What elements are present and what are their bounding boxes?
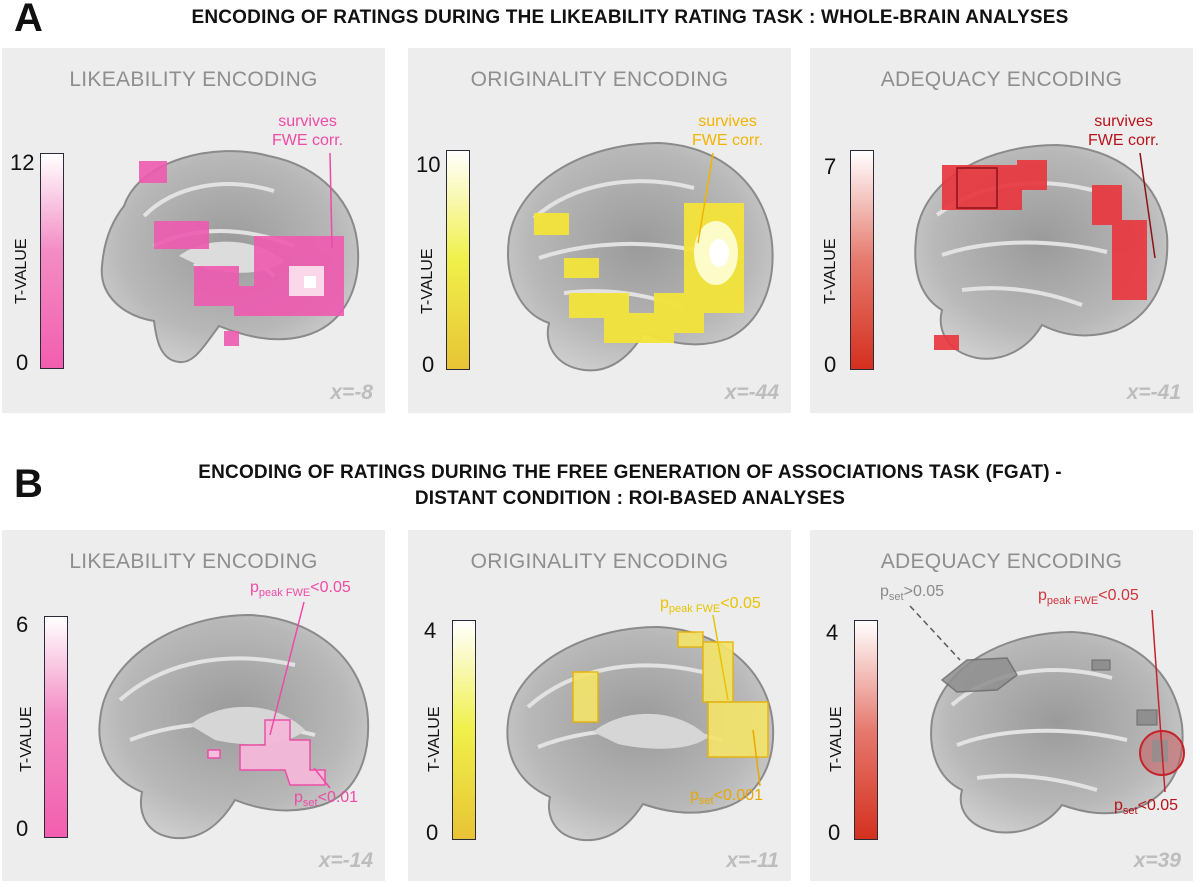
annotation-set: pset<0.001 <box>690 786 763 811</box>
annotation-peak: ppeak FWE<0.05 <box>660 594 761 619</box>
annotation-sub: peak FWE <box>258 587 311 600</box>
panel-b-likeability: LIKEABILITY ENCODING 6 0 T-VALUE ppeak F… <box>2 530 385 881</box>
colorbar-min: 0 <box>426 820 439 845</box>
colorbar-pink <box>40 153 64 369</box>
annotation-sub: set <box>888 591 904 604</box>
annotation-p: p <box>250 579 259 596</box>
annotation-p: p <box>690 787 699 804</box>
colorbar-max: 12 <box>10 150 35 175</box>
panel-title: LIKEABILITY ENCODING <box>69 550 318 573</box>
colorbar-min: 0 <box>824 352 837 377</box>
annotation-p: p <box>880 583 889 600</box>
colorbar-pink <box>44 616 68 838</box>
colorbar-min: 0 <box>828 820 841 845</box>
annotation-sub: set <box>302 797 318 810</box>
panel-b-adequacy: ADEQUACY ENCODING 4 0 T-VALUE pset>0.05 … <box>810 530 1193 881</box>
colorbar-max: 10 <box>416 152 441 177</box>
annotation-survives: survives FWE corr. <box>692 112 763 150</box>
colorbar-min: 0 <box>16 816 29 841</box>
annotation-p: p <box>660 595 669 612</box>
colorbar-min: 0 <box>422 352 435 377</box>
slice-coordinate: x=-11 <box>726 849 779 872</box>
brain-sagittal-image <box>98 613 370 840</box>
annotation-p: p <box>1038 587 1047 604</box>
slice-coordinate: x=-14 <box>318 849 373 872</box>
brain-sagittal-image <box>506 625 775 842</box>
panel-a-originality: ORIGINALITY ENCODING 10 0 T-VALUE surviv… <box>408 48 791 413</box>
slice-coordinate: x=-44 <box>724 381 779 404</box>
annotation-value: <0.05 <box>1098 587 1139 604</box>
annotation-value: >0.05 <box>903 583 945 600</box>
slice-coordinate: x=-41 <box>1126 381 1181 404</box>
annotation-value: <0.001 <box>713 787 763 804</box>
annotation-leader-lines <box>909 605 1166 793</box>
panel-title: ADEQUACY ENCODING <box>880 550 1123 573</box>
colorbar-max: 7 <box>824 154 837 179</box>
annotation-survives: survives FWE corr. <box>272 112 343 150</box>
brain-sagittal-image <box>100 150 360 364</box>
annotation-gray-set: pset>0.05 <box>880 582 944 607</box>
annotation-p: p <box>294 789 303 806</box>
section-a-title: ENCODING OF RATINGS DURING THE LIKEABILI… <box>191 7 1069 28</box>
section-b-title-line1: ENCODING OF RATINGS DURING THE FREE GENE… <box>198 462 1062 483</box>
section-a-letter: A <box>14 0 43 40</box>
colorbar-red <box>850 150 874 370</box>
panel-b-originality: ORIGINALITY ENCODING 4 0 T-VALUE ppeak F… <box>408 530 791 881</box>
panel-title: LIKEABILITY ENCODING <box>69 68 318 91</box>
annotation-peak: ppeak FWE<0.05 <box>250 578 351 603</box>
annotation-leader-line <box>1139 152 1156 259</box>
annotation-line2: FWE corr. <box>692 132 764 149</box>
annotation-survives: survives FWE corr. <box>1088 112 1159 150</box>
slice-coordinate: x=-8 <box>330 381 373 404</box>
colorbar-min: 0 <box>16 350 29 375</box>
annotation-line1: survives <box>698 113 757 130</box>
section-b-title: ENCODING OF RATINGS DURING THE FREE GENE… <box>70 460 1190 512</box>
annotation-leader-lines <box>269 601 331 789</box>
annotation-sub: peak FWE <box>1046 595 1099 608</box>
annotation-leader-line <box>329 152 333 249</box>
annotation-sub: set <box>698 795 714 808</box>
colorbar-yellow <box>452 620 476 840</box>
annotation-line1: survives <box>1094 113 1153 130</box>
annotation-leader-lines <box>712 614 761 787</box>
annotation-value: <0.05 <box>1137 797 1179 814</box>
annotation-value: <0.01 <box>317 789 359 806</box>
panel-title: ADEQUACY ENCODING <box>880 68 1123 91</box>
brain-sagittal-image <box>930 630 1185 834</box>
colorbar-max: 6 <box>16 612 29 637</box>
colorbar-yellow <box>446 150 470 370</box>
colorbar-max: 4 <box>424 618 437 643</box>
section-b-letter: B <box>14 462 43 506</box>
annotation-set: pset<0.01 <box>294 788 358 813</box>
annotation-peak: ppeak FWE<0.05 <box>1038 586 1139 611</box>
colorbar-red <box>854 620 878 840</box>
panel-a-adequacy: ADEQUACY ENCODING 7 0 T-VALUE survives F… <box>810 48 1193 413</box>
brain-sagittal-image <box>914 143 1169 360</box>
annotation-set: pset<0.05 <box>1114 796 1178 821</box>
section-b-title-line2: DISTANT CONDITION : ROI-BASED ANALYSES <box>414 488 846 509</box>
annotation-line1: survives <box>278 113 337 130</box>
annotation-line2: FWE corr. <box>272 132 344 149</box>
panel-title: ORIGINALITY ENCODING <box>470 68 729 91</box>
panel-a-likeability: LIKEABILITY ENCODING 12 0 T-VALUE surviv… <box>2 48 385 413</box>
brain-sagittal-image <box>507 141 774 372</box>
colorbar-max: 4 <box>826 620 839 645</box>
annotation-sub: set <box>1122 805 1138 818</box>
panel-title: ORIGINALITY ENCODING <box>470 550 729 573</box>
annotation-value: <0.05 <box>720 595 761 612</box>
annotation-line2: FWE corr. <box>1088 132 1160 149</box>
slice-coordinate: x=39 <box>1133 849 1181 872</box>
annotation-p: p <box>1114 797 1123 814</box>
annotation-value: <0.05 <box>310 579 351 596</box>
annotation-sub: peak FWE <box>668 603 721 616</box>
annotation-leader-line <box>697 152 714 244</box>
